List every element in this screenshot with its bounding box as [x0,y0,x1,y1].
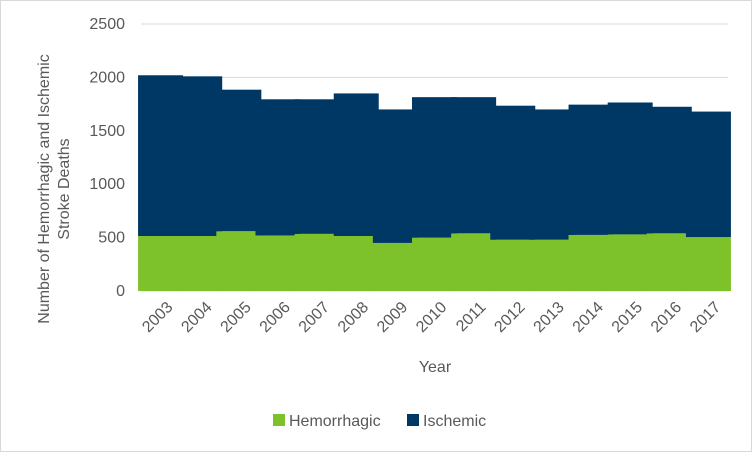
x-tick-label: 2015 [609,299,646,336]
bar-ischemic-2003 [138,75,184,236]
bar-ischemic-2012 [490,105,536,240]
x-tick-labels: 2003 2004 2005 2006 2007 2008 2009 2010 2011 2012… [139,299,724,336]
x-tick-label: 2016 [648,299,685,336]
x-tick-label: 2013 [531,299,568,336]
y-tick-label: 500 [98,230,125,247]
x-tick-label: 2005 [218,299,255,336]
legend-swatch-ischemic [407,414,419,426]
x-tick-label: 2017 [687,299,724,336]
bar-ischemic-2005 [216,89,262,232]
bar-hemorrhagic-2006 [255,235,301,291]
y-tick-label: 1500 [89,123,125,140]
x-tick-label: 2006 [257,299,294,336]
bar-ischemic-2014 [568,104,614,235]
bar-ischemic-2017 [685,111,731,238]
bar-hemorrhagic-2013 [529,239,575,291]
y-tick-label: 2500 [89,16,125,33]
x-tick-label: 2014 [570,299,607,336]
x-tick-label: 2009 [374,299,411,336]
bar-hemorrhagic-2009 [372,242,418,291]
bar-hemorrhagic-2015 [607,234,653,291]
y-tick-labels: 0 500 1000 1500 2000 2500 [89,16,125,300]
bar-ischemic-2009 [372,109,418,243]
bar-hemorrhagic-2014 [568,234,614,291]
bar-ischemic-2007 [294,99,340,234]
x-tick-label: 2011 [453,299,489,335]
legend-label-ischemic: Ischemic [423,413,486,430]
x-tick-label: 2008 [335,299,372,336]
bar-hemorrhagic-2008 [333,235,379,291]
bar-ischemic-2004 [177,76,223,236]
bar-hemorrhagic-2011 [451,233,497,291]
bar-ischemic-2015 [607,102,653,235]
x-tick-label: 2007 [296,299,333,336]
bar-hemorrhagic-2017 [685,237,731,291]
legend-label-hemorrhagic: Hemorrhagic [289,413,381,430]
legend-swatch-hemorrhagic [273,414,285,426]
bars [138,75,731,291]
y-tick-label: 0 [116,283,125,300]
bar-ischemic-2008 [333,93,379,236]
bar-ischemic-2013 [529,109,575,240]
x-tick-label: 2010 [413,299,450,336]
y-tick-label: 2000 [89,69,125,86]
x-tick-label: 2004 [178,299,215,336]
x-tick-label: 2012 [491,299,528,336]
x-tick-label: 2003 [139,299,176,336]
bar-hemorrhagic-2007 [294,233,340,291]
bar-hemorrhagic-2005 [216,231,262,291]
bar-hemorrhagic-2004 [177,235,223,291]
bar-ischemic-2006 [255,99,301,236]
bar-ischemic-2011 [451,97,497,234]
legend: Hemorrhagic Ischemic [273,413,486,430]
bar-ischemic-2010 [412,97,457,238]
bar-hemorrhagic-2016 [646,233,692,291]
bar-hemorrhagic-2010 [412,237,457,291]
bar-hemorrhagic-2003 [138,235,184,291]
bar-ischemic-2016 [646,106,692,234]
y-axis-label-line-1: Number of Hemorrhagic and Ischemic [36,54,53,323]
bar-hemorrhagic-2012 [490,239,536,291]
y-tick-label: 1000 [89,176,125,193]
y-axis-label-line-2: Stroke Deaths [56,138,73,239]
x-axis-label: Year [419,359,452,376]
